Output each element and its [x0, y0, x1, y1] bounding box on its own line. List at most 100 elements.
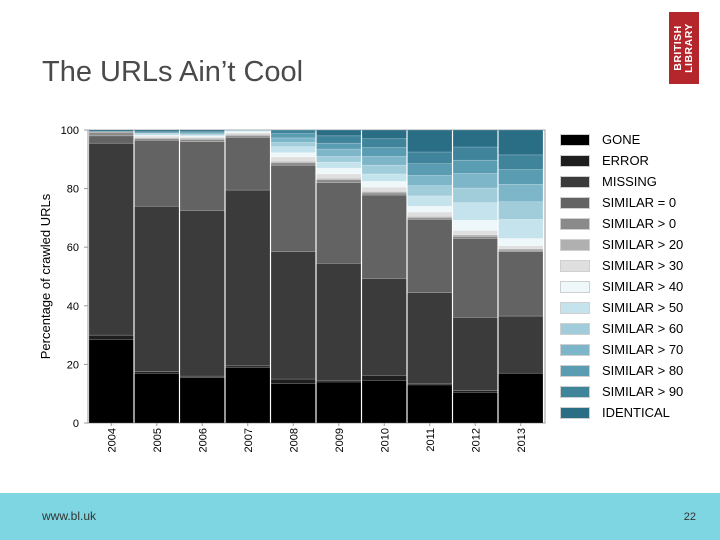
legend-label-5: SIMILAR > 0	[602, 216, 677, 231]
bar-segment-2011-9	[407, 195, 453, 207]
bar-segment-2013-7	[498, 245, 544, 249]
y-tick-label-100: 100	[61, 125, 79, 137]
bar-segment-2010-12	[361, 147, 407, 157]
legend-swatch-13	[560, 385, 590, 398]
bar-segment-2004-1	[88, 339, 134, 424]
bar-segment-2006-3	[179, 210, 225, 377]
bar-segment-2008-1	[270, 383, 316, 424]
legend-label-8: SIMILAR > 40	[602, 279, 684, 294]
legend-item-9: SIMILAR > 50	[560, 297, 710, 318]
bar-segment-2005-1	[134, 372, 180, 424]
legend-label-4: SIMILAR = 0	[602, 195, 677, 210]
bar-segment-2006-1	[179, 377, 225, 424]
bar-segment-2009-13	[316, 135, 362, 144]
stacked-bar-chart: 2004 2005 2006 2007 2008 2009 2010 2011 2012 2013…	[38, 125, 546, 452]
legend-swatch-5	[560, 217, 590, 230]
bar-segment-2011-13	[407, 151, 453, 164]
legend-item-7: SIMILAR > 30	[560, 255, 710, 276]
legend-label-3: MISSING	[602, 174, 657, 189]
bar-segment-2009-12	[316, 142, 362, 150]
bar-segment-2013-9	[498, 219, 544, 239]
x-tick-label-2007: 2007	[243, 428, 255, 452]
legend-label-6: SIMILAR > 20	[602, 237, 684, 252]
bar-segment-2013-3	[498, 315, 544, 374]
bar-segment-2006-4	[179, 141, 225, 211]
bar-segment-2008-12	[270, 133, 316, 139]
y-tick-label-20: 20	[67, 359, 79, 371]
legend-item-8: SIMILAR > 40	[560, 276, 710, 297]
legend-swatch-2	[560, 154, 590, 167]
x-tick-label-2009: 2009	[334, 428, 346, 452]
bar-segment-2009-11	[316, 148, 362, 157]
bar-segment-2005-2	[134, 371, 180, 374]
bar-segment-2013-12	[498, 169, 544, 185]
bar-segment-2011-14	[407, 129, 453, 153]
x-tick-label-2004: 2004	[106, 428, 118, 452]
bar-segment-2010-14	[361, 129, 407, 140]
legend-swatch-10	[560, 322, 590, 335]
bar-segment-2009-1	[316, 381, 362, 424]
bar-segment-2008-11	[270, 137, 316, 143]
legend-swatch-9	[560, 301, 590, 314]
slide-title: The URLs Ain’t Cool	[42, 56, 304, 88]
bar-segment-2010-1	[361, 380, 407, 424]
legend-item-14: IDENTICAL	[560, 402, 710, 423]
bar-segment-2011-7	[407, 211, 453, 217]
bar-segment-2007-4	[225, 137, 271, 191]
bar-segment-2013-14	[498, 129, 544, 156]
y-tick-label-60: 60	[67, 242, 79, 254]
bar-segment-2008-4	[270, 164, 316, 252]
bar-segment-2005-3	[134, 205, 180, 372]
bar-segment-2008-9	[270, 146, 316, 153]
legend-swatch-14	[560, 406, 590, 419]
bar-segment-2012-11	[452, 173, 498, 189]
bar-segment-2011-8	[407, 205, 453, 213]
bar-segment-2011-3	[407, 292, 453, 384]
bar-segment-2012-1	[452, 391, 498, 424]
legend-item-6: SIMILAR > 20	[560, 234, 710, 255]
bar-segment-2012-3	[452, 317, 498, 392]
legend-label-1: GONE	[602, 132, 641, 147]
legend-label-10: SIMILAR > 60	[602, 321, 684, 336]
bar-segment-2013-10	[498, 201, 544, 220]
x-tick-label-2011: 2011	[425, 428, 437, 452]
bar-segment-2013-11	[498, 183, 544, 203]
legend-item-1: GONE	[560, 129, 710, 150]
legend-item-4: SIMILAR = 0	[560, 192, 710, 213]
bar-segment-2006-14	[179, 129, 225, 133]
x-tick-label-2006: 2006	[197, 428, 209, 452]
bar-segment-2013-8	[498, 238, 544, 246]
bar-segment-2009-9	[316, 161, 362, 169]
bar-segment-2009-7	[316, 173, 362, 179]
bar-segment-2007-3	[225, 189, 271, 367]
bar-segment-2005-4	[134, 140, 180, 207]
bar-segment-2008-3	[270, 251, 316, 380]
x-tick-label-2008: 2008	[288, 428, 300, 452]
bar-segment-2010-2	[361, 374, 407, 381]
bar-segment-2012-8	[452, 219, 498, 231]
footer-url[interactable]: www.bl.uk	[42, 509, 97, 523]
legend-swatch-4	[560, 196, 590, 209]
legend-swatch-7	[560, 259, 590, 272]
x-tick-label-2010: 2010	[379, 428, 391, 452]
bar-segment-2012-7	[452, 230, 498, 236]
bar-segment-2009-8	[316, 167, 362, 175]
x-tick-label-2012: 2012	[470, 428, 482, 452]
bar-segment-2012-14	[452, 129, 498, 148]
bar-segment-2011-10	[407, 185, 453, 197]
bar-segment-2012-4	[452, 238, 498, 318]
bar-segment-2006-5	[179, 139, 225, 142]
y-tick-label-0: 0	[73, 418, 79, 430]
legend-item-5: SIMILAR > 0	[560, 213, 710, 234]
legend-swatch-6	[560, 238, 590, 251]
bar-segment-2011-1	[407, 384, 453, 424]
legend-label-7: SIMILAR > 30	[602, 258, 684, 273]
legend-swatch-1	[560, 133, 590, 146]
bar-segment-2011-4	[407, 219, 453, 293]
bar-segment-2008-10	[270, 142, 316, 147]
bar-segment-2010-5	[361, 192, 407, 196]
bar-segment-2013-4	[498, 251, 544, 317]
legend-label-9: SIMILAR > 50	[602, 300, 684, 315]
bar-segment-2004-14	[88, 129, 134, 132]
y-tick-label-80: 80	[67, 184, 79, 196]
